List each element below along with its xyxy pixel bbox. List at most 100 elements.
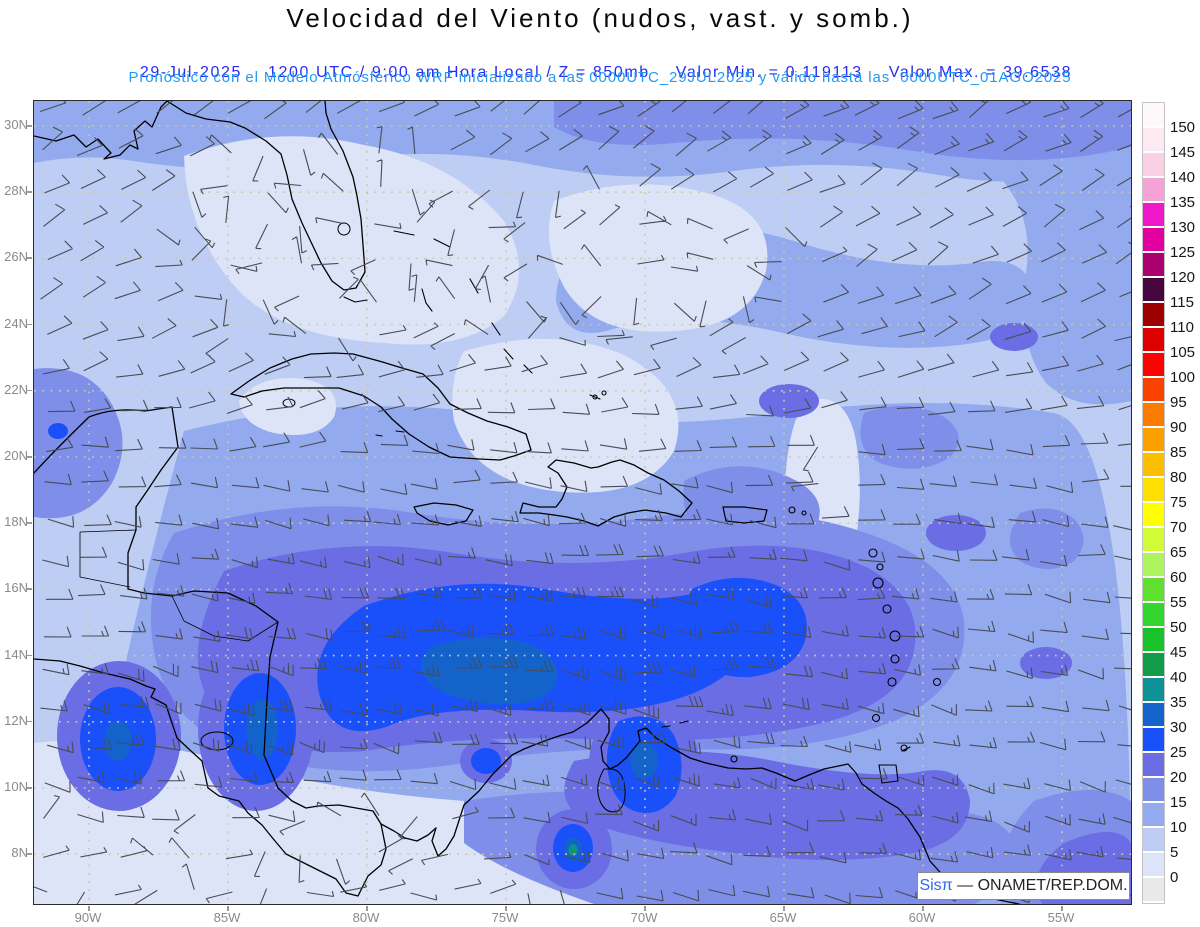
- lake-maracaibo: [597, 768, 626, 813]
- colorbar-tick-label: 75: [1170, 494, 1187, 511]
- colorbar-tick-label: 100: [1170, 369, 1196, 386]
- colorbar-swatch: [1143, 203, 1164, 228]
- lon-label: 60W: [908, 910, 936, 925]
- watermark-org: — ONAMET/REP.DOM.: [952, 877, 1128, 894]
- wind-speed-band-0-5: [34, 740, 619, 904]
- florida-coast: [166, 101, 366, 291]
- lat-label: 14N: [4, 646, 28, 662]
- puerto-rico-coast: [722, 506, 768, 524]
- lat-label: 22N: [4, 381, 28, 397]
- colorbar-tick-label: 30: [1170, 719, 1187, 736]
- lat-tick: [27, 257, 32, 259]
- colorbar-swatch: [1143, 303, 1164, 328]
- bahamas-islands: [375, 230, 601, 437]
- wind-speed-band-0-5: [184, 136, 519, 345]
- lat-tick: [27, 456, 32, 458]
- map-canvas: [33, 100, 1132, 905]
- colorbar-swatch: [1143, 503, 1164, 528]
- florida-keys: [343, 296, 368, 303]
- lesser-antilles-islands: [592, 390, 942, 784]
- colorbar-swatch: [1143, 628, 1164, 653]
- subtitle-time-level: 1200 UTC / 9:00 am Hora Local / Z = 850m…: [268, 64, 650, 81]
- wind-speed-band-15-20: [1010, 508, 1084, 569]
- wind-speed-band-30-35: [104, 721, 132, 761]
- colorbar-swatch: [1143, 753, 1164, 778]
- colorbar-swatch: [1143, 678, 1164, 703]
- south-america-coast: [431, 708, 1020, 904]
- colorbar-swatch: [1143, 528, 1164, 553]
- colorbar-tick-label: 140: [1170, 169, 1196, 186]
- colorbar-swatch: [1143, 878, 1164, 903]
- colorbar-tick-label: 150: [1170, 119, 1196, 136]
- colorbar-swatch: [1143, 578, 1164, 603]
- colorbar-tick-label: 110: [1170, 319, 1194, 336]
- latlon-grid-layer: [34, 101, 1131, 904]
- colorbar-swatch: [1143, 403, 1164, 428]
- colorbar: [1142, 102, 1165, 904]
- colorbar-tick-label: 10: [1170, 819, 1187, 836]
- colorbar-tick-label: 145: [1170, 144, 1196, 161]
- lon-tick: [1061, 906, 1063, 911]
- colorbar-tick-label: 20: [1170, 769, 1187, 786]
- colorbar-tick-label: 0: [1170, 869, 1179, 886]
- colorbar-swatch: [1143, 278, 1164, 303]
- colorbar-swatch: [1143, 428, 1164, 453]
- wind-speed-band-15-20: [554, 101, 1131, 161]
- colorbar-swatch: [1143, 603, 1164, 628]
- cuba-coast: [230, 352, 532, 461]
- forecast-line: Pronóstico con el Modelo Atmósferico WRF…: [128, 69, 1072, 86]
- wind-speed-band-20-25: [759, 384, 819, 418]
- central-america-pacific-coast: [34, 658, 387, 897]
- lon-tick: [227, 906, 229, 911]
- colorbar-swatch: [1143, 128, 1164, 153]
- lat-label: 28N: [4, 183, 28, 199]
- subtitle-date: 29-Jul-2025: [139, 64, 243, 81]
- lat-label: 18N: [4, 514, 28, 530]
- lon-label: 85W: [213, 910, 241, 925]
- lon-tick: [366, 906, 368, 911]
- lat-label: 24N: [4, 315, 28, 331]
- lon-label: 65W: [769, 910, 797, 925]
- lat-tick: [27, 323, 32, 326]
- wind-speed-band-10-15: [984, 163, 1131, 405]
- lon-label: 90W: [74, 910, 102, 925]
- page-title: Velocidad del Viento (nudos, vast. y som…: [286, 3, 914, 33]
- jamaica-coast: [413, 502, 474, 526]
- wind-speed-band-20-25: [1020, 647, 1072, 679]
- colorbar-tick-label: 70: [1170, 519, 1187, 536]
- colorbar-tick-label: 95: [1170, 394, 1187, 411]
- lon-tick: [505, 906, 507, 911]
- colorbar-tick-label: 40: [1170, 669, 1187, 686]
- wind-map-svg: [34, 101, 1131, 904]
- wind-speed-band-15-20: [683, 466, 820, 552]
- lat-label: 26N: [4, 249, 28, 265]
- lon-label: 55W: [1047, 910, 1075, 925]
- lat-label: 8N: [11, 845, 28, 861]
- colorbar-swatch: [1143, 703, 1164, 728]
- colorbar-tick-label: 5: [1170, 844, 1179, 861]
- lake-nicaragua: [200, 731, 234, 751]
- colorbar-tick-label: 105: [1170, 344, 1196, 361]
- wind-speed-band-30-35: [630, 743, 658, 779]
- lake-okeechobee: [337, 222, 351, 236]
- lon-label: 75W: [491, 910, 519, 925]
- colorbar-tick-label: 45: [1170, 644, 1187, 661]
- lat-tick: [27, 588, 32, 590]
- subtitle-line: 29-Jul-2025 1200 UTC / 9:00 am Hora Local…: [0, 46, 1200, 82]
- wind-speed-band-40-45: [571, 848, 575, 854]
- lat-label: 16N: [4, 580, 28, 596]
- colorbar-swatch: [1143, 353, 1164, 378]
- wind-speed-band-25-30: [48, 423, 68, 439]
- colorbar-swatch: [1143, 553, 1164, 578]
- hispaniola-coast: [519, 459, 693, 527]
- lat-tick: [27, 720, 32, 723]
- lat-tick: [27, 125, 32, 127]
- colorbar-swatch: [1143, 653, 1164, 678]
- colorbar-swatch: [1143, 728, 1164, 753]
- watermark-badge: Sisπ — ONAMET/REP.DOM.: [917, 872, 1130, 900]
- colorbar-tick-label: 85: [1170, 444, 1187, 461]
- colorbar-tick-label: 15: [1170, 794, 1187, 811]
- colorbar-tick-label: 125: [1170, 244, 1196, 261]
- wind-speed-band-25-30: [683, 577, 807, 678]
- lon-tick: [783, 906, 785, 911]
